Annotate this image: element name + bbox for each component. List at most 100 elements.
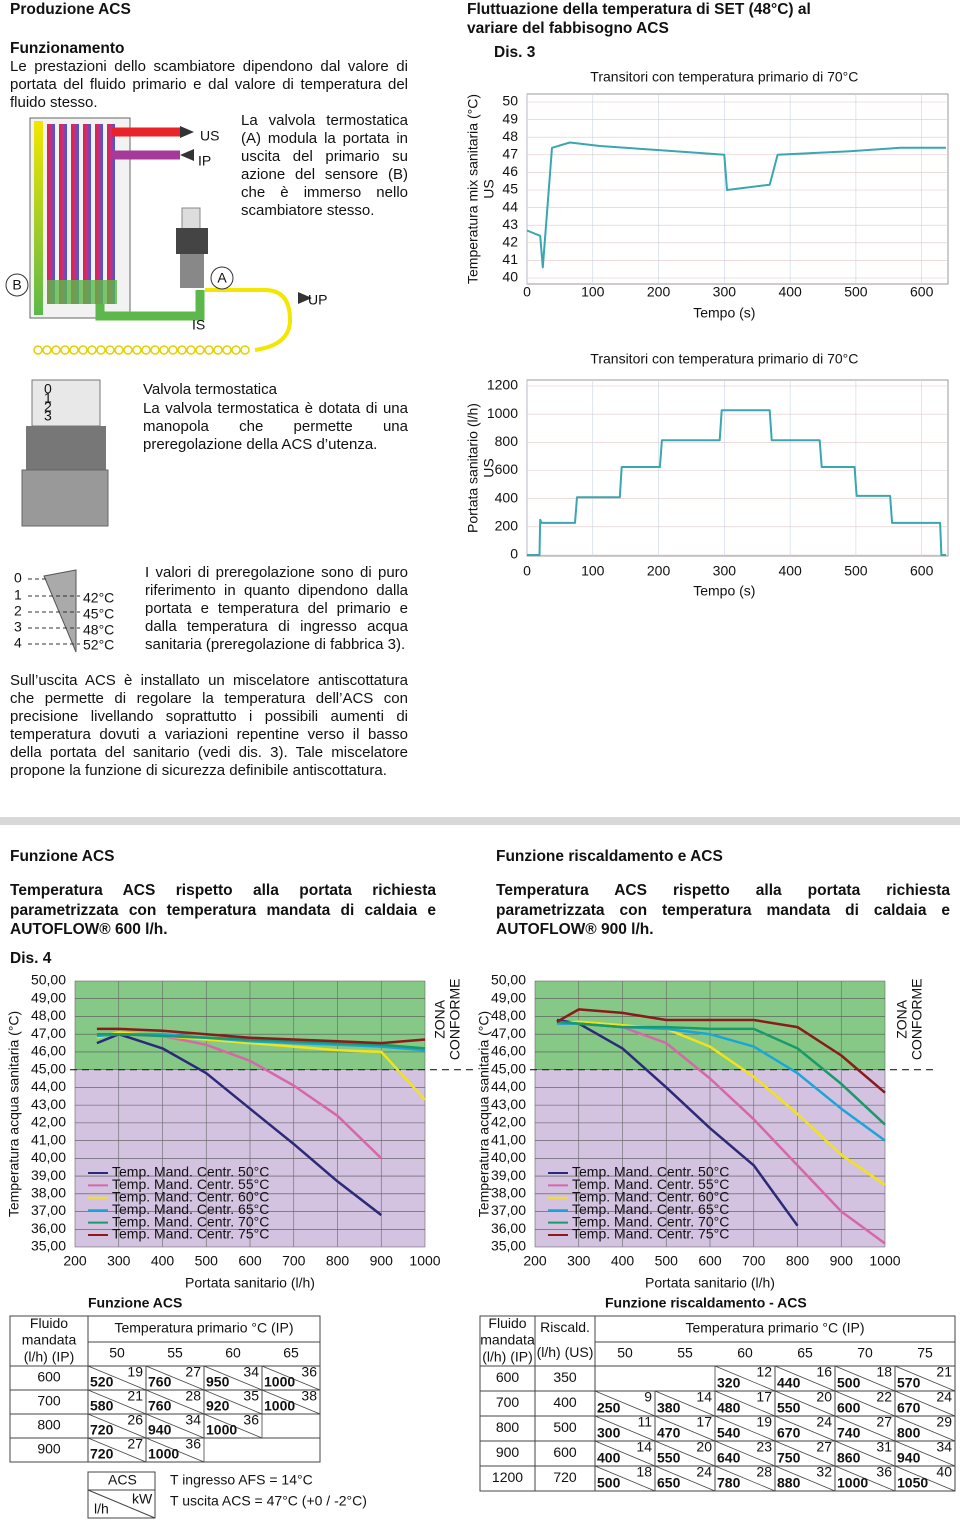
y-tick-label: 38,00: [491, 1185, 526, 1201]
page-title: Produzione ACS: [10, 1, 131, 18]
table-row-label: 800: [37, 1417, 61, 1433]
cell-flow: 920: [206, 1398, 230, 1414]
cell-diagonal: [894, 1440, 956, 1467]
x-tick-label: 800: [326, 1253, 350, 1269]
y-tick-label: 200: [495, 518, 519, 534]
cell-flow: 880: [777, 1475, 801, 1491]
plot-frame: [526, 379, 949, 557]
series-line: [527, 409, 946, 556]
cell-flow: 720: [90, 1422, 114, 1438]
dial-temperature: 48°C: [83, 622, 114, 638]
cell-diagonal: [87, 1437, 147, 1463]
cell-power: 20: [816, 1389, 832, 1405]
cell-flow: 380: [657, 1400, 681, 1416]
x-tick-label: 200: [647, 563, 671, 579]
table-row-label: 720: [553, 1469, 577, 1485]
table-temperature: 75: [917, 1345, 933, 1361]
cell-diagonal: [714, 1440, 776, 1467]
legend-label: Temp. Mand. Centr. 65°C: [572, 1201, 729, 1217]
table-row-label: 700: [496, 1394, 520, 1410]
cell-power: 18: [876, 1364, 892, 1380]
cell-diagonal: [654, 1465, 716, 1492]
zone-label: CONFORME: [447, 978, 463, 1060]
cell-diagonal: [834, 1415, 896, 1442]
cell-power: 16: [816, 1364, 832, 1380]
cell-power: 27: [876, 1414, 892, 1430]
legend-label: Temp. Mand. Centr. 55°C: [112, 1176, 269, 1192]
y-tick-label: 36,00: [31, 1220, 66, 1236]
cell-power: 40: [936, 1464, 952, 1480]
x-axis-label: Tempo (s): [693, 583, 755, 599]
table-row-label: 800: [496, 1419, 520, 1435]
cell-diagonal: [654, 1440, 716, 1467]
x-tick-label: 400: [778, 284, 802, 300]
cell-diagonal: [654, 1390, 716, 1417]
cell-flow: 760: [148, 1398, 172, 1414]
series-line: [556, 1020, 886, 1186]
cell-power: 14: [696, 1389, 712, 1405]
cell-flow: 650: [657, 1475, 681, 1491]
cell-flow: 500: [837, 1375, 861, 1391]
table-row-header: mandata: [480, 1332, 535, 1348]
x-tick-label: 400: [778, 563, 802, 579]
x-tick-label: 0: [523, 284, 531, 300]
x-tick-label: 1000: [869, 1253, 900, 1269]
x-tick-label: 1000: [409, 1253, 440, 1269]
knob-mark: 2: [44, 399, 52, 415]
cell-power: 35: [243, 1388, 259, 1404]
x-tick-label: 400: [151, 1253, 175, 1269]
table-temperature: 65: [283, 1345, 299, 1361]
cell-flow: 940: [897, 1450, 921, 1466]
cell-power: 9: [644, 1389, 652, 1405]
x-tick-label: 300: [713, 284, 737, 300]
zone-label: ZONA: [432, 999, 448, 1039]
label-is: IS: [192, 317, 205, 333]
section-title: Funzione ACS: [10, 848, 115, 865]
label-up: UP: [308, 292, 327, 308]
table-row-label: 350: [553, 1369, 577, 1385]
legend-acs: ACS: [108, 1472, 137, 1488]
cell-flow: 440: [777, 1375, 801, 1391]
cell-diagonal: [203, 1365, 263, 1391]
legend-label: Temp. Mand. Centr. 65°C: [112, 1201, 269, 1217]
y-axis-label: Temperatura mix sanitaria (°C): [465, 94, 481, 284]
cell-flow: 520: [90, 1374, 114, 1390]
cell-diagonal: [714, 1365, 776, 1392]
cell-flow: 750: [777, 1450, 801, 1466]
section-title: Funzionamento: [10, 40, 125, 57]
cell-power: 14: [636, 1439, 652, 1455]
y-tick-label: 42,00: [491, 1114, 526, 1130]
legend-label: Temp. Mand. Centr. 70°C: [572, 1213, 729, 1229]
paragraph: La valvola termostatica (A) modula la po…: [241, 112, 408, 219]
table-row-label: 600: [496, 1369, 520, 1385]
x-tick-label: 600: [238, 1253, 262, 1269]
y-axis-label: Portata sanitario (l/h): [465, 403, 481, 533]
cell-flow: 1000: [148, 1446, 179, 1462]
y-tick-label: 50,00: [491, 972, 526, 988]
x-axis-label: Tempo (s): [693, 305, 755, 321]
paragraph: La valvola termostatica è dotata di una …: [143, 400, 408, 453]
paragraph: Le prestazioni dello scambiatore dipendo…: [10, 58, 408, 111]
cell-diagonal: [774, 1390, 836, 1417]
cell-diagonal: [261, 1389, 321, 1415]
dial-position: 2: [14, 603, 22, 619]
label-a: A: [217, 270, 227, 286]
y-tick-label: 41,00: [491, 1131, 526, 1147]
cell-power: 21: [127, 1388, 143, 1404]
table-row-header: (l/h) (US): [537, 1344, 594, 1360]
x-tick-label: 600: [910, 284, 934, 300]
cell-flow: 470: [657, 1425, 681, 1441]
cell-power: 34: [243, 1364, 259, 1380]
cell-power: 19: [127, 1364, 143, 1380]
x-tick-label: 500: [844, 563, 868, 579]
x-tick-label: 900: [830, 1253, 854, 1269]
cell-power: 26: [127, 1412, 143, 1428]
cell-diagonal: [203, 1389, 263, 1415]
table-temperature: 50: [109, 1345, 125, 1361]
y-tick-label: 37,00: [31, 1202, 66, 1218]
table-temperature: 70: [857, 1345, 873, 1361]
series-line: [96, 1027, 426, 1045]
cell-flow: 800: [897, 1425, 921, 1441]
